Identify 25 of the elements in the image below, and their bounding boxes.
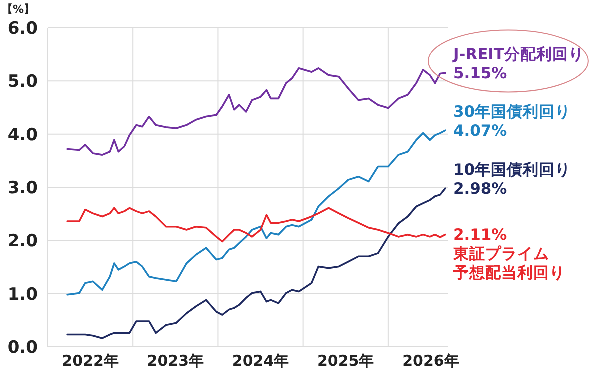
series-label: 東証プライム予想配当利回り bbox=[452, 245, 566, 282]
line-series bbox=[66, 68, 446, 156]
line-series bbox=[66, 207, 446, 243]
text: 4.07% bbox=[453, 122, 508, 140]
series-label: J-REIT分配利回り bbox=[452, 46, 585, 64]
y-tick-label: 3.0 bbox=[8, 178, 38, 198]
x-tick-label: 2026年 bbox=[402, 352, 460, 370]
y-tick-label: 2.0 bbox=[8, 232, 38, 252]
x-tick-label: 2022年 bbox=[62, 352, 119, 370]
series-label: 30年国債利回り bbox=[453, 103, 572, 122]
text: 5.15% bbox=[453, 64, 508, 83]
y-tick-label: 5.0 bbox=[8, 72, 38, 92]
y-tick-label: 4.0 bbox=[8, 125, 38, 146]
x-tick-label: 2024年 bbox=[232, 352, 290, 370]
x-tick-label: 2025年 bbox=[317, 352, 374, 370]
line-series bbox=[66, 188, 446, 340]
y-axis-title: 【%】 bbox=[2, 3, 36, 16]
series-label: 10年国債利回り bbox=[453, 160, 572, 179]
y-tick-label: 6.0 bbox=[8, 18, 38, 39]
text: 2.98% bbox=[453, 180, 508, 198]
x-tick-label: 2023年 bbox=[147, 352, 204, 370]
text: 2.11% bbox=[453, 226, 508, 244]
line-series bbox=[66, 130, 446, 296]
y-tick-label: 0.0 bbox=[8, 338, 38, 358]
y-tick-label: 1.0 bbox=[8, 284, 38, 305]
